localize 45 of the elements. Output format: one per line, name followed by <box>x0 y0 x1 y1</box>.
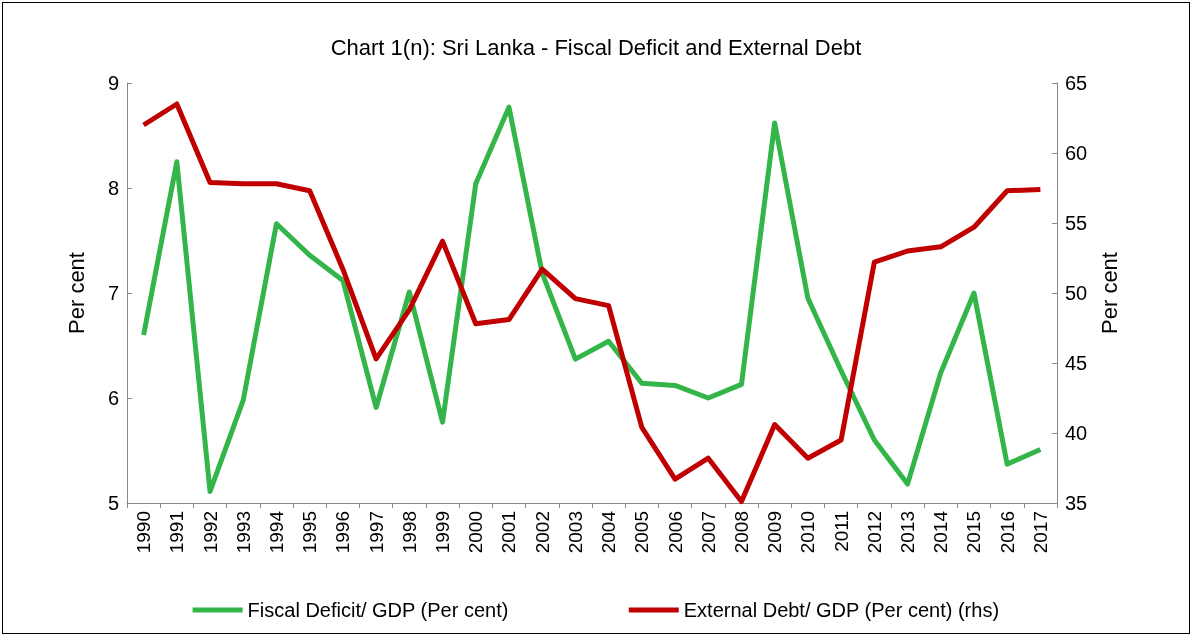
x-tick-label: 1995 <box>299 511 321 554</box>
legend-label: External Debt/ GDP (Per cent) (rhs) <box>683 599 1000 621</box>
x-tick-label: 2014 <box>930 510 952 554</box>
x-tick-label: 2004 <box>598 510 620 554</box>
x-tick-label: 2002 <box>531 511 553 554</box>
y-tick-label: 7 <box>107 282 119 304</box>
y-tick-label: 5 <box>107 492 119 514</box>
x-tick-label: 1992 <box>199 511 221 554</box>
x-tick-label: 1990 <box>133 511 155 554</box>
x-tick-label: 1999 <box>432 511 454 554</box>
x-tick-label: 2009 <box>764 511 786 554</box>
x-tick-label: 1997 <box>365 511 387 554</box>
y2-tick-label: 35 <box>1065 492 1088 514</box>
x-tick-label: 1991 <box>166 511 188 554</box>
x-tick-label: 2010 <box>797 511 819 554</box>
legend-label: Fiscal Deficit/ GDP (Per cent) <box>247 599 509 621</box>
x-tick-label: 2000 <box>465 511 487 554</box>
x-tick-label: 1996 <box>332 511 354 554</box>
x-tick-label: 2007 <box>697 511 719 554</box>
y2-tick-label: 50 <box>1065 282 1088 304</box>
x-tick-label: 2016 <box>996 511 1018 554</box>
x-tick-label: 2013 <box>897 511 919 554</box>
x-tick-label: 2006 <box>664 511 686 554</box>
y2-tick-label: 40 <box>1065 422 1088 444</box>
y2-tick-label: 45 <box>1065 352 1088 374</box>
x-tick-label: 2012 <box>863 511 885 554</box>
x-tick-label: 1993 <box>232 511 254 554</box>
y2-tick-label: 55 <box>1065 212 1088 234</box>
x-tick-label: 2011 <box>830 511 852 552</box>
y2-tick-label: 60 <box>1065 142 1088 164</box>
chart-title: Chart 1(n): Sri Lanka - Fiscal Deficit and External Debt <box>330 34 862 60</box>
y-tick-label: 6 <box>107 387 119 409</box>
x-tick-label: 2001 <box>498 511 520 554</box>
x-tick-label: 2015 <box>963 511 985 554</box>
x-tick-label: 2005 <box>631 511 653 554</box>
x-tick-label: 1998 <box>398 511 420 554</box>
y2-axis-title: Per cent <box>1096 252 1122 334</box>
x-tick-label: 1994 <box>265 510 287 554</box>
x-tick-label: 2008 <box>730 511 752 554</box>
y2-tick-label: 65 <box>1065 72 1088 94</box>
x-tick-label: 2017 <box>1029 511 1051 554</box>
y-axis-title: Per cent <box>63 252 89 334</box>
y-tick-label: 8 <box>107 177 119 199</box>
y-tick-label: 9 <box>107 72 119 94</box>
x-tick-label: 2003 <box>564 511 586 554</box>
